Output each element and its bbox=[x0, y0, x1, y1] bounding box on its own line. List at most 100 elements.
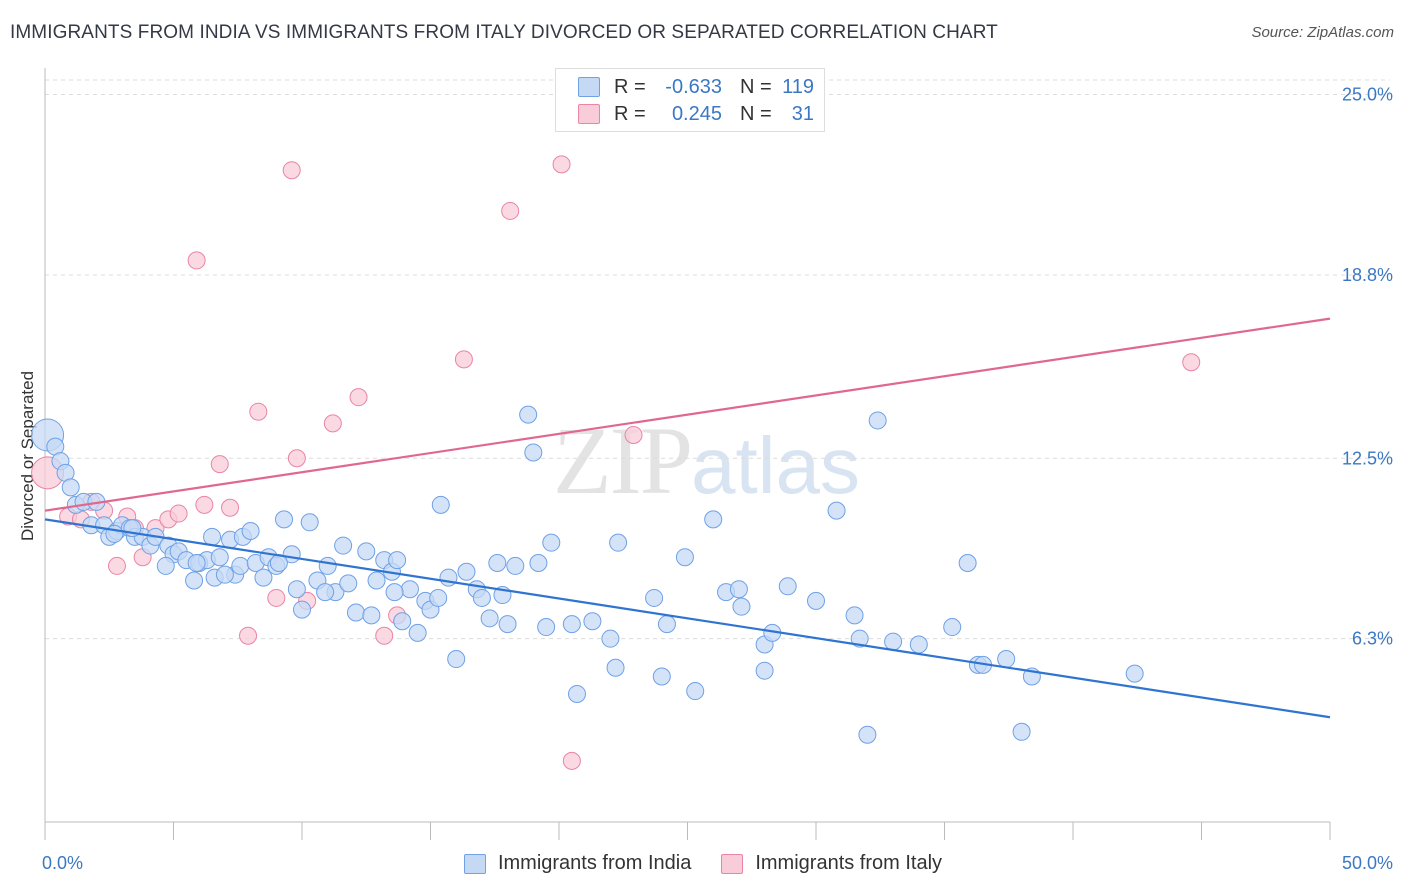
r-value: -0.633 bbox=[665, 75, 722, 98]
india-point bbox=[542, 533, 561, 552]
india-point bbox=[400, 580, 419, 599]
india-point bbox=[362, 606, 381, 625]
series-legend: Immigrants from India Immigrants from It… bbox=[0, 852, 1406, 875]
india-point bbox=[567, 684, 586, 703]
italy-point bbox=[349, 388, 368, 407]
india-point bbox=[367, 571, 386, 590]
italy-point bbox=[562, 751, 581, 770]
r-label: R = bbox=[614, 75, 646, 98]
india-point bbox=[488, 554, 507, 573]
india-point bbox=[606, 658, 625, 677]
india-point bbox=[231, 556, 250, 575]
india-point bbox=[997, 650, 1016, 669]
watermark-atlas: atlas bbox=[691, 421, 860, 510]
italy-point bbox=[249, 402, 268, 421]
india-point bbox=[850, 629, 869, 648]
india-point bbox=[529, 554, 548, 573]
x-tick-label: 0.0% bbox=[42, 853, 83, 873]
r-value: 0.245 bbox=[671, 102, 722, 125]
india-point bbox=[675, 548, 694, 567]
india-point bbox=[156, 556, 175, 575]
india-point bbox=[357, 542, 376, 561]
italy-point bbox=[282, 161, 301, 180]
legend-row-india: R = -0.633 N = 119 bbox=[578, 74, 814, 100]
india-point bbox=[472, 588, 491, 607]
india-point bbox=[105, 524, 124, 543]
india-point bbox=[884, 632, 903, 651]
india-point bbox=[652, 667, 671, 686]
legend-row-italy: R = 0.245 N = 31 bbox=[578, 101, 814, 127]
india-point bbox=[318, 556, 337, 575]
india-point bbox=[755, 661, 774, 680]
india-point bbox=[807, 591, 825, 610]
india-point bbox=[583, 612, 602, 631]
india-point bbox=[254, 568, 273, 587]
india-point bbox=[385, 583, 404, 602]
india-point bbox=[339, 574, 358, 593]
n-value: 31 bbox=[791, 102, 814, 125]
y-tick-label: 25.0% bbox=[1342, 85, 1393, 105]
italy-point bbox=[1182, 353, 1201, 372]
italy-point bbox=[267, 588, 286, 607]
india-point bbox=[300, 513, 319, 532]
y-tick-label: 18.8% bbox=[1342, 265, 1393, 285]
italy-point bbox=[187, 251, 206, 270]
italy-point bbox=[239, 626, 258, 645]
legend-item-italy: Immigrants from Italy bbox=[721, 852, 942, 875]
india-point bbox=[187, 554, 206, 573]
italy-point bbox=[624, 425, 643, 444]
india-point bbox=[943, 618, 962, 637]
india-point bbox=[519, 405, 538, 424]
india-point bbox=[868, 411, 887, 430]
india-point bbox=[61, 478, 80, 497]
italy-point bbox=[287, 449, 306, 468]
italy-point bbox=[552, 155, 571, 174]
source-label: Source: ZipAtlas.com bbox=[1251, 24, 1394, 41]
india-point bbox=[1012, 722, 1031, 741]
legend-label-italy: Immigrants from Italy bbox=[755, 852, 943, 874]
india-point bbox=[316, 583, 335, 602]
india-point bbox=[645, 588, 664, 607]
x-tick-label: 50.0% bbox=[1342, 853, 1393, 873]
india-point bbox=[431, 495, 450, 514]
italy-swatch bbox=[721, 853, 744, 874]
india-point bbox=[704, 510, 723, 529]
india-point bbox=[845, 606, 864, 625]
india-point bbox=[858, 725, 877, 744]
correlation-legend: R = -0.633 N = 119 R = 0.245 N = 31 bbox=[555, 68, 825, 132]
india-point bbox=[447, 650, 466, 669]
italy-point bbox=[323, 414, 342, 433]
india-point bbox=[393, 612, 412, 631]
india-trend-line bbox=[44, 518, 1331, 719]
india-point bbox=[562, 615, 581, 634]
india-point bbox=[480, 609, 499, 628]
india-point bbox=[210, 548, 229, 567]
india-point bbox=[429, 588, 448, 607]
india-point bbox=[275, 510, 294, 529]
italy-point bbox=[221, 498, 240, 517]
n-value: 119 bbox=[782, 75, 814, 98]
india-point bbox=[524, 443, 543, 462]
india-point bbox=[334, 536, 353, 555]
italy-point bbox=[454, 350, 473, 369]
italy-point bbox=[375, 626, 394, 645]
n-label: N = bbox=[740, 102, 772, 125]
india-point bbox=[778, 577, 797, 596]
india-point bbox=[498, 615, 517, 634]
india-point bbox=[346, 603, 365, 622]
legend-label-india: Immigrants from India bbox=[497, 852, 692, 874]
italy-point bbox=[195, 495, 214, 514]
india-point bbox=[203, 527, 222, 546]
n-label: N = bbox=[740, 75, 772, 98]
india-point bbox=[686, 682, 705, 701]
india-point bbox=[1125, 664, 1144, 683]
y-tick-label: 12.5% bbox=[1342, 448, 1393, 468]
india-point bbox=[732, 597, 751, 616]
y-tick-label: 6.3% bbox=[1352, 629, 1393, 649]
india-point bbox=[827, 501, 846, 520]
italy-point bbox=[210, 455, 229, 474]
italy-swatch bbox=[578, 104, 600, 124]
chart-title: IMMIGRANTS FROM INDIA VS IMMIGRANTS FROM… bbox=[10, 22, 998, 43]
india-point bbox=[241, 522, 260, 541]
